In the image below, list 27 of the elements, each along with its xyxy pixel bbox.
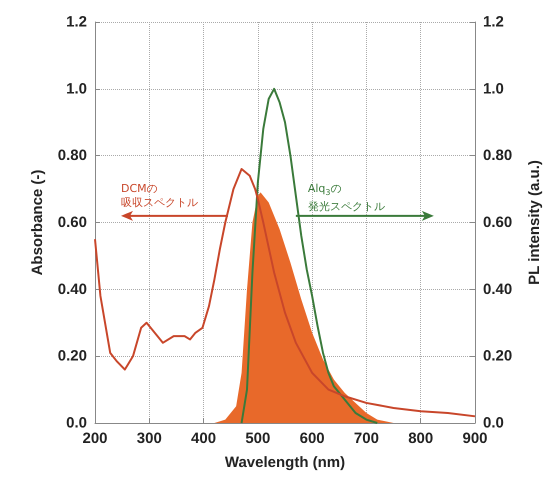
x-tick-label: 800	[408, 430, 434, 447]
x-tick-label: 900	[462, 430, 488, 447]
y-tick-label: 0.0	[66, 414, 87, 432]
y2-tick-label: 0.80	[483, 147, 512, 164]
y2-tick-label: 0.40	[483, 280, 512, 298]
annotation: DCMの吸収スペクトル	[121, 182, 198, 210]
y-tick-label: 0.40	[58, 280, 87, 298]
x-tick-label: 200	[82, 430, 108, 447]
y-tick-label: 0.60	[58, 214, 87, 231]
x-tick-label: 400	[191, 430, 216, 447]
x-tick-label: 700	[354, 430, 379, 447]
y2-tick-label: 0.60	[483, 214, 512, 231]
y-tick-label: 1.0	[66, 80, 87, 98]
y-tick-label: 0.20	[58, 348, 87, 365]
annotation: Alq$_{3}$の発光スペクトル	[308, 182, 385, 214]
x-tick-label: 500	[245, 430, 270, 447]
y2-tick-label: 1.2	[483, 14, 504, 30]
y-axis-title: Absorbance (-)	[29, 170, 46, 276]
y-tick-label: 1.2	[66, 14, 87, 30]
x-tick-label: 600	[300, 430, 325, 447]
y-tick-label: 0.80	[58, 147, 87, 164]
y2-tick-label: 0.0	[483, 414, 504, 432]
x-axis-title: Wavelength (nm)	[224, 454, 346, 471]
x-tick-label: 300	[136, 430, 162, 447]
y2-tick-label: 1.0	[483, 80, 504, 98]
y2-axis-title: PL intensity (a.u.)	[526, 160, 543, 285]
y2-tick-label: 0.20	[483, 348, 512, 365]
